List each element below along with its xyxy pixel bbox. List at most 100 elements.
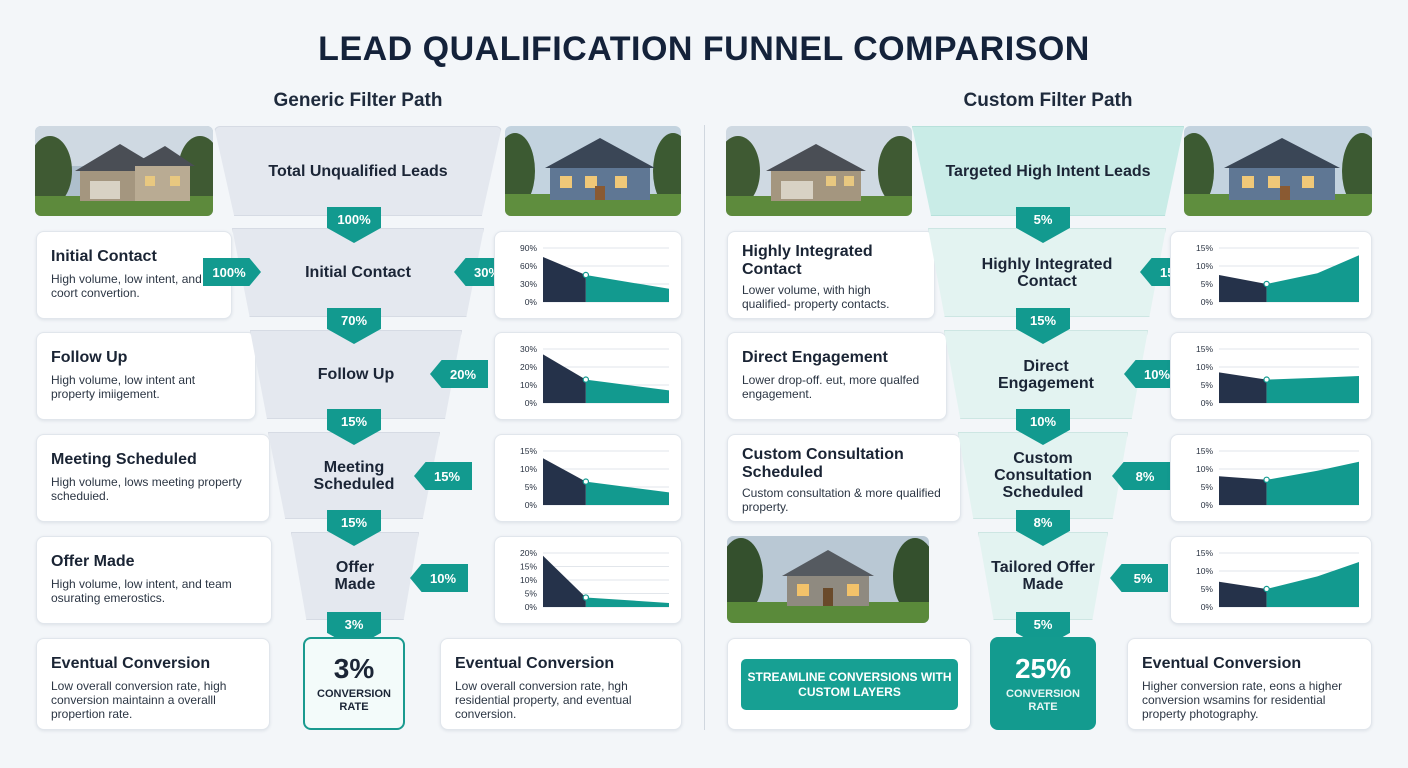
house-photo-4 xyxy=(1184,126,1372,216)
tick-label: 10% xyxy=(1196,464,1213,474)
tick-label: 15% xyxy=(1196,548,1213,558)
chart-card: 15% 10% 5% 0% xyxy=(1170,434,1372,522)
mini-chart: 90% 60% 30% 0% xyxy=(520,243,669,307)
house-photo-5 xyxy=(727,536,929,623)
mini-chart: 15% 10% 5% 0% xyxy=(1196,446,1359,510)
tick-label: 10% xyxy=(1196,261,1213,271)
series-teal-area xyxy=(585,275,669,302)
card-meeting-scheduled: Meeting Scheduled High volume, lows meet… xyxy=(36,434,270,522)
page-title: LEAD QUALIFICATION FUNNEL COMPARISON xyxy=(318,30,1090,68)
tick-label: 0% xyxy=(525,398,538,408)
card-eventual-conversion-right: Eventual Conversion Low overall conversi… xyxy=(440,638,682,730)
card-title: Highly Integrated Contact xyxy=(742,243,873,278)
mini-chart: 20% 15% 10% 5% 0% xyxy=(520,548,669,612)
chart-card: 15% 10% 5% 0% xyxy=(494,434,682,522)
tick-label: 60% xyxy=(520,261,537,271)
card-eventual-conversion-left: Eventual Conversion Low overall conversi… xyxy=(36,638,270,730)
series-dark-area xyxy=(1219,581,1267,607)
card-title: Meeting Scheduled xyxy=(51,451,197,468)
chart-card: 15% 10% 5% 0% xyxy=(1170,231,1372,319)
chart-card: 90% 60% 30% 0% xyxy=(494,231,682,319)
card-desc: Custom consultation & more qualified pro… xyxy=(742,486,941,514)
house-photo-3 xyxy=(726,126,912,216)
data-point xyxy=(1263,585,1270,593)
mini-chart: 15% 10% 5% 0% xyxy=(520,446,669,510)
card-desc: Lower volume, with high qualified- prope… xyxy=(742,283,890,311)
conversion-label: CONVERSION RATE xyxy=(1006,687,1080,713)
card-title: Initial Contact xyxy=(51,248,157,265)
card-follow-up: Follow Up High volume, low intent ant pr… xyxy=(36,332,256,420)
stage-meeting-scheduled: Meeting Scheduled xyxy=(268,432,440,519)
card-title: Follow Up xyxy=(51,349,128,366)
stage-tailored-offer-made: Tailored Offer Made xyxy=(978,532,1108,620)
percent-tag: 5% xyxy=(1110,564,1168,592)
stage-total-unqualified-leads: Total Unqualified Leads xyxy=(214,126,502,216)
tick-label: 15% xyxy=(520,446,537,456)
series-teal-area xyxy=(585,379,669,403)
tick-label: 0% xyxy=(525,297,538,307)
house-photo-1 xyxy=(35,126,213,216)
card-title: Eventual Conversion xyxy=(1142,655,1302,672)
series-dark-area xyxy=(1219,372,1267,403)
conversion-rate-box: 3% CONVERSION RATE xyxy=(303,637,405,730)
tick-label: 0% xyxy=(1201,500,1214,510)
chart-card: 30% 20% 10% 0% xyxy=(494,332,682,420)
tick-label: 10% xyxy=(520,380,537,390)
card-desc: Lower drop-off. eut, more qualfed engage… xyxy=(742,373,920,401)
series-dark-area xyxy=(543,555,586,607)
tick-label: 10% xyxy=(1196,566,1213,576)
card-title: Eventual Conversion xyxy=(51,655,211,672)
stage-custom-consultation-scheduled: Custom Consultation Scheduled xyxy=(958,432,1128,519)
stage-direct-engagement: Direct Engagement xyxy=(944,330,1148,419)
card-eventual-conversion-custom: Eventual Conversion Higher conversion ra… xyxy=(1127,638,1372,730)
tick-label: 0% xyxy=(1201,398,1214,408)
data-point xyxy=(1263,476,1270,484)
card-direct-engagement: Direct Engagement Lower drop-off. eut, m… xyxy=(727,332,947,420)
data-point xyxy=(582,376,590,383)
percent-tag: 100% xyxy=(203,258,261,286)
custom-path-title: Custom Filter Path xyxy=(963,90,1133,111)
data-point xyxy=(582,271,590,279)
conversion-value: 25% xyxy=(1014,652,1072,684)
flow-arrow: 5% xyxy=(1016,612,1070,648)
series-teal-area xyxy=(585,597,669,607)
card-offer-made: Offer Made High volume, low intent, and … xyxy=(36,536,272,624)
card-desc: Low overall conversion rate, hgh residen… xyxy=(455,679,632,721)
data-point xyxy=(1263,280,1270,288)
series-teal-area xyxy=(1266,461,1359,505)
conversion-rate-box: 25% CONVERSION RATE xyxy=(990,637,1096,730)
card-initial-contact: Initial Contact High volume, low intent,… xyxy=(36,231,232,319)
generic-path-title: Generic Filter Path xyxy=(273,90,443,111)
card-desc: Low overall conversion rate, high conver… xyxy=(51,679,227,721)
panel-divider xyxy=(704,125,705,730)
card-title: Direct Engagement xyxy=(742,349,888,366)
tick-label: 0% xyxy=(525,602,538,612)
card-highly-integrated-contact: Highly Integrated Contact Lower volume, … xyxy=(727,231,935,319)
series-dark-area xyxy=(1219,275,1267,302)
card-custom-consultation-scheduled: Custom Consultation Scheduled Custom con… xyxy=(727,434,961,522)
stage-targeted-high-intent-leads: Targeted High Intent Leads xyxy=(912,126,1184,216)
tick-label: 15% xyxy=(520,562,537,572)
percent-tag: 10% xyxy=(410,564,468,592)
mini-chart: 15% 10% 5% 0% xyxy=(1196,243,1359,307)
tick-label: 5% xyxy=(525,589,538,599)
tick-label: 90% xyxy=(520,243,537,253)
tick-label: 10% xyxy=(1196,362,1213,372)
data-point xyxy=(1263,376,1270,383)
tick-label: 5% xyxy=(1201,482,1214,492)
tick-label: 15% xyxy=(1196,446,1213,456)
mini-chart: 15% 10% 5% 0% xyxy=(1196,344,1359,408)
card-desc: Higher conversion rate, eons a higher co… xyxy=(1142,679,1343,721)
percent-tag: 15% xyxy=(414,462,472,490)
series-dark-area xyxy=(543,458,586,505)
tick-label: 15% xyxy=(1196,344,1213,354)
tick-label: 5% xyxy=(1201,279,1214,289)
series-teal-area xyxy=(585,481,669,505)
series-dark-area xyxy=(543,257,586,302)
tick-label: 5% xyxy=(525,482,538,492)
series-dark-area xyxy=(1219,476,1267,505)
tick-label: 15% xyxy=(1196,243,1213,253)
chart-card: 20% 15% 10% 5% 0% xyxy=(494,536,682,624)
streamline-conversions-button[interactable]: STREAMLINE CONVERSIONS WITH CUSTOM LAYER… xyxy=(741,659,958,710)
percent-tag: 8% xyxy=(1112,462,1170,490)
